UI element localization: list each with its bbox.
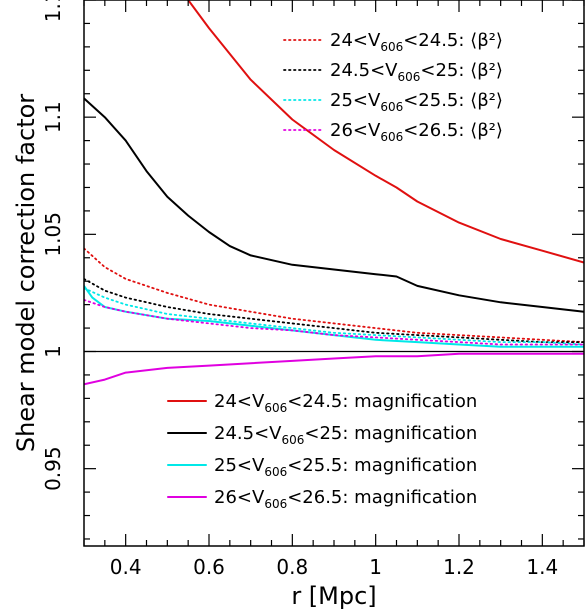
legend-entry: 24.5<V606<25: magnification <box>214 423 477 447</box>
x-tick-label: 1 <box>369 555 382 579</box>
series-line-5 <box>84 278 584 343</box>
legend-layer: 24<V606<24.5: ⟨β²⟩ 24.5<V606<25: ⟨β²⟩ 25<V… <box>167 30 503 511</box>
x-tick-label: 1.2 <box>443 555 475 579</box>
series-line-7 <box>84 299 584 346</box>
legend-entry: 26<V606<26.5: magnification <box>214 487 477 511</box>
series-line-3 <box>84 352 584 386</box>
x-tick-label: 0.6 <box>193 555 225 579</box>
y-tick-label: 1.15 <box>41 0 65 22</box>
legend-entry: 25<V606<25.5: ⟨β²⟩ <box>330 90 503 114</box>
series-line-0 <box>187 0 584 264</box>
y-tick-label: 1 <box>41 345 65 358</box>
y-tick-label: 1.05 <box>41 212 65 257</box>
y-axis-title: Shear model correction factor <box>12 94 40 452</box>
x-tick-label: 0.4 <box>110 555 142 579</box>
series-line-6 <box>84 287 584 346</box>
axes-layer: 0.4 0.6 0.8 1 1.2 1.4 0.95 1 1.05 1.1 1.15 <box>41 0 585 579</box>
y-tick-label: 1.1 <box>41 101 65 133</box>
legend-entry: 24<V606<24.5: magnification <box>214 391 477 415</box>
x-axis-title: r [Mpc] <box>291 582 376 610</box>
x-tick-label: 1.4 <box>526 555 558 579</box>
y-tick-label: 0.95 <box>41 446 65 491</box>
legend-entry: 25<V606<25.5: magnification <box>214 455 477 479</box>
legend-entry: 26<V606<26.5: ⟨β²⟩ <box>330 120 503 144</box>
series-layer <box>84 0 584 386</box>
series-line-4 <box>84 247 584 343</box>
series-line-1 <box>84 97 584 313</box>
legend-entry: 24<V606<24.5: ⟨β²⟩ <box>330 30 503 54</box>
x-tick-label: 0.8 <box>276 555 308 579</box>
legend-entry: 24.5<V606<25: ⟨β²⟩ <box>330 60 503 84</box>
